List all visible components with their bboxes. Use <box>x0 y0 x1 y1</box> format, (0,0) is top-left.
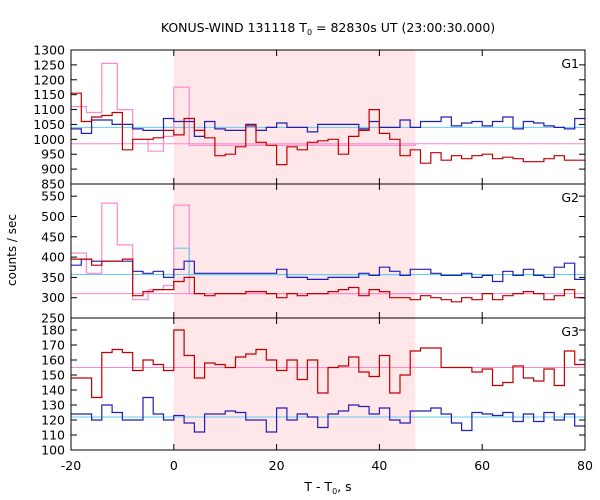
shaded-interval <box>173 50 416 184</box>
y-tick-label: 500 <box>41 209 65 224</box>
x-tick-label: 20 <box>269 458 285 473</box>
x-axis-label-sub: 0 <box>332 487 337 496</box>
panel-label: G3 <box>561 324 579 339</box>
y-tick-label: 1000 <box>33 132 65 147</box>
lightcurve-blue <box>71 116 585 137</box>
y-tick-label: 850 <box>41 177 65 192</box>
panel-label: G1 <box>561 56 579 71</box>
chart-title-rest: = 82830s UT (23:00:30.000) <box>312 20 495 35</box>
chart-title-main: KONUS-WIND 131118 T <box>161 20 307 35</box>
y-tick-label: 950 <box>41 147 65 162</box>
lightcurve-red <box>71 329 585 399</box>
shaded-interval <box>173 184 416 318</box>
y-tick-label: 350 <box>41 270 65 285</box>
y-tick-label: 100 <box>41 443 65 458</box>
y-tick-label: 180 <box>41 323 65 338</box>
x-tick-label: 60 <box>474 458 490 473</box>
y-tick-label: 1050 <box>33 117 65 132</box>
y-tick-label: 300 <box>41 290 65 305</box>
y-tick-label: 550 <box>41 189 65 204</box>
chart-title-sub: 0 <box>307 28 312 37</box>
y-tick-label: 250 <box>41 311 65 326</box>
y-tick-label: 400 <box>41 250 65 265</box>
x-axis-label-rest: , s <box>337 479 351 494</box>
y-tick-label: 130 <box>41 398 65 413</box>
coarse-lightcurve-pink <box>71 202 416 301</box>
y-tick-label: 900 <box>41 162 65 177</box>
x-tick-label: 40 <box>371 458 387 473</box>
panel-frame <box>70 317 586 451</box>
y-tick-label: 160 <box>41 353 65 368</box>
x-tick-label: -20 <box>61 458 81 473</box>
lightcurve-red <box>71 92 585 166</box>
shaded-interval <box>173 318 416 450</box>
y-tick-label: 110 <box>41 428 65 443</box>
y-tick-label: 1200 <box>33 72 65 87</box>
panel-label: G2 <box>561 190 579 205</box>
y-tick-label: 140 <box>41 383 65 398</box>
y-tick-label: 150 <box>41 368 65 383</box>
y-tick-label: 170 <box>41 338 65 353</box>
y-axis-label: counts / sec <box>5 214 19 286</box>
x-tick-label: 80 <box>577 458 593 473</box>
x-tick-label: 0 <box>170 458 178 473</box>
y-tick-label: 1100 <box>33 102 65 117</box>
x-axis-label: T - T0, s <box>303 479 351 496</box>
panels-layer: 8509009501000105011001150120012501300G12… <box>33 43 593 474</box>
y-tick-label: 120 <box>41 413 65 428</box>
chart-title: KONUS-WIND 131118 T0 = 82830s UT (23:00:… <box>161 20 495 37</box>
y-tick-label: 1300 <box>33 43 65 58</box>
y-tick-label: 450 <box>41 229 65 244</box>
lightcurve-red <box>71 258 585 303</box>
lightcurve-blue <box>71 258 585 283</box>
lightcurve-blue <box>71 396 585 433</box>
x-axis-label-main: T - T <box>303 479 332 494</box>
y-tick-label: 1150 <box>33 87 65 102</box>
y-tick-label: 1250 <box>33 57 65 72</box>
panel-g2: 250 300 350 400 450 500 550 G2 <box>41 183 586 326</box>
